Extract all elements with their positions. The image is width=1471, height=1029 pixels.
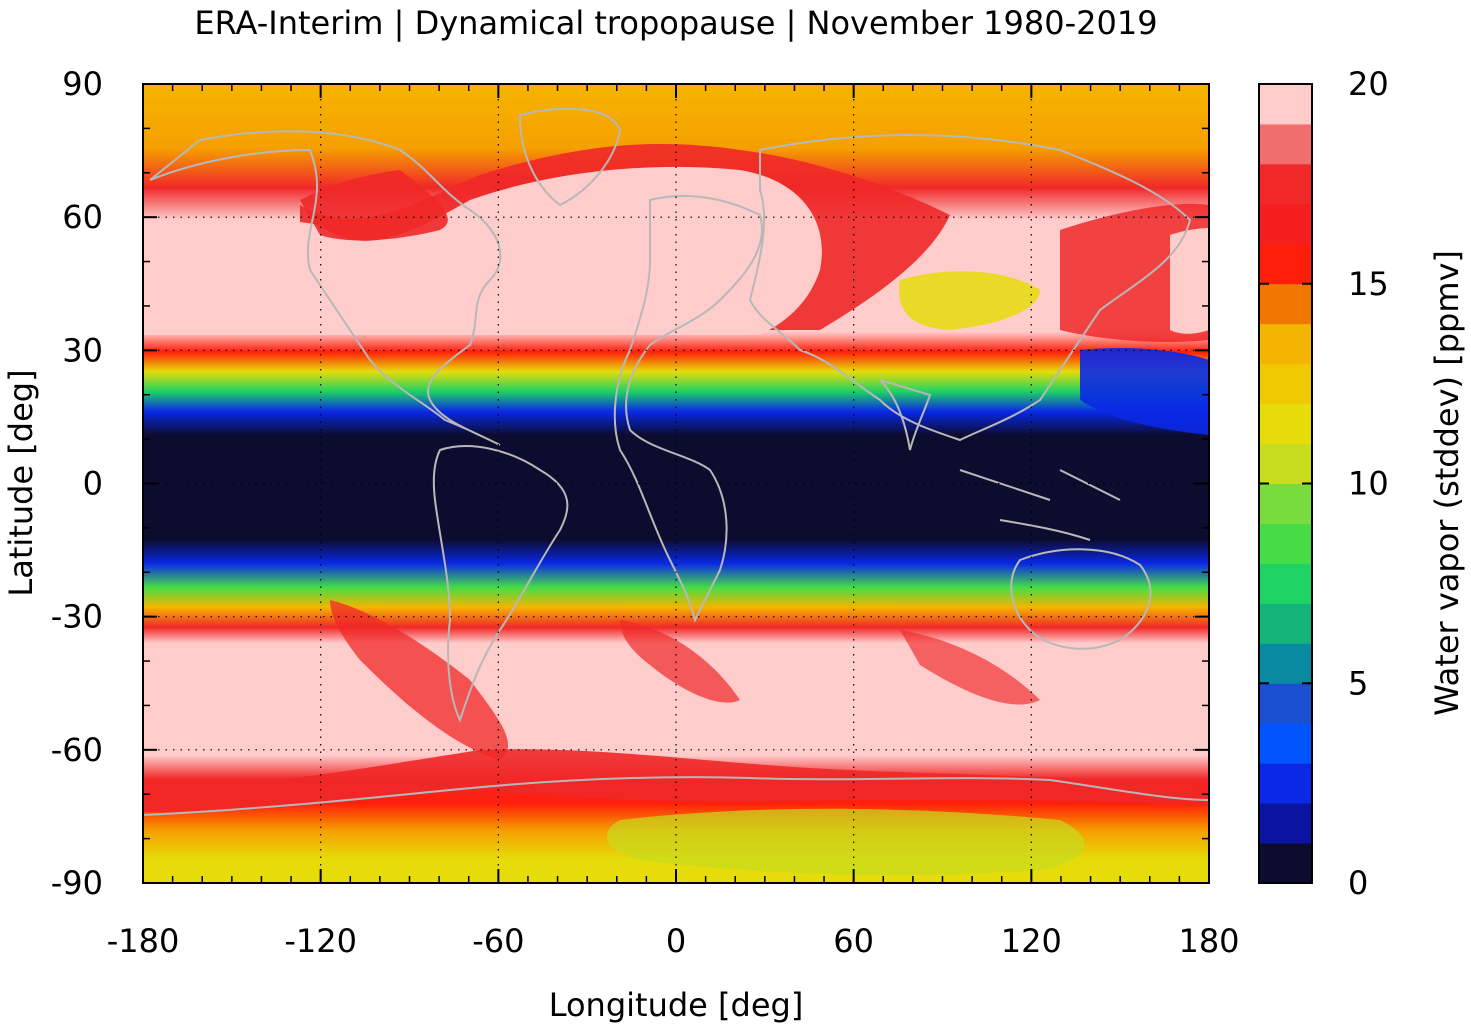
y-tick-label: 90 [62,65,103,103]
colorbar-swatch [1259,523,1312,564]
colorbar-swatch [1259,84,1312,125]
coastline-south-america [432,445,569,723]
x-axis-label: Longitude [deg] [549,986,804,1024]
asia-yellow-patch [899,271,1040,330]
north-pink-core [143,166,822,335]
indian-ocean-red-patch [900,630,1040,705]
y-axis-ticks: 90 60 30 0 -30 -60 -90 [51,65,1209,902]
colorbar-swatch [1259,163,1312,205]
colorbar-swatch [1259,483,1312,524]
colorbar-swatch [1259,683,1312,724]
y-tick-label: 30 [62,331,103,369]
colorbar-tick-label: 0 [1348,864,1368,902]
coastline-antarctica [143,776,1209,816]
colorbar-swatch [1259,403,1312,445]
south-pacific-red-patch [330,600,509,760]
colorbar-label: Water vapor (stddev) [ppmv] [1428,250,1466,716]
x-tick-label: 0 [666,922,686,960]
colorbar-swatch [1259,203,1312,245]
coastline-europe-africa [613,194,763,623]
colorbar-swatch [1259,563,1312,604]
colorbar-swatch [1259,443,1312,484]
coastline-india [879,379,932,451]
x-tick-label: -180 [107,922,180,960]
x-tick-label: -60 [472,922,524,960]
southern-ocean-red-band [143,749,1209,813]
colorbar-swatch [1259,843,1312,884]
x-tick-label: -120 [284,922,357,960]
colorbar-tick-label: 5 [1348,664,1368,702]
x-axis-ticks: -180 -120 -60 0 60 120 180 [107,84,1240,960]
colorbar-tick-label: 10 [1348,465,1389,503]
coastline-greenland [518,107,622,207]
grid [143,84,1209,883]
y-tick-label: 60 [62,198,103,236]
colorbar-swatch [1259,723,1312,764]
colorbar-swatch [1259,123,1312,165]
north-polar-red-arc [300,170,448,241]
coastline-north-america [149,130,502,446]
colorbar-swatch [1259,243,1312,285]
colorbar [1259,84,1312,884]
colorbar-ticks: 0 5 10 15 20 [1259,65,1389,902]
colorbar-swatch [1259,603,1312,644]
y-tick-label: 0 [83,465,103,503]
west-pacific-warm-pool [1080,348,1209,435]
y-tick-label: -90 [51,864,103,902]
colorbar-swatch [1259,803,1312,844]
colorbar-swatch [1259,283,1312,325]
y-tick-label: -30 [51,598,103,636]
colorbar-tick-label: 20 [1348,65,1389,103]
colorbar-swatch [1259,763,1312,804]
y-axis-label: Latitude [deg] [2,369,40,596]
x-tick-label: 120 [1001,922,1062,960]
antarctic-yellow [606,808,1085,876]
colorbar-swatch [1259,323,1312,365]
chart-title: ERA-Interim | Dynamical tropopause | Nov… [194,4,1157,42]
coastlines [143,107,1209,816]
x-tick-label: 60 [833,922,874,960]
north-pacific-pink [1170,228,1209,334]
coastline-australia [1010,548,1152,650]
coastline-asia [748,134,1192,442]
colorbar-swatch [1259,643,1312,684]
colorbar-tick-label: 15 [1348,265,1389,303]
coastline-maritime-continent [959,469,1121,541]
y-tick-label: -60 [51,731,103,769]
x-tick-label: 180 [1178,922,1239,960]
south-atlantic-red-patch [620,620,740,703]
colorbar-swatch [1259,363,1312,405]
